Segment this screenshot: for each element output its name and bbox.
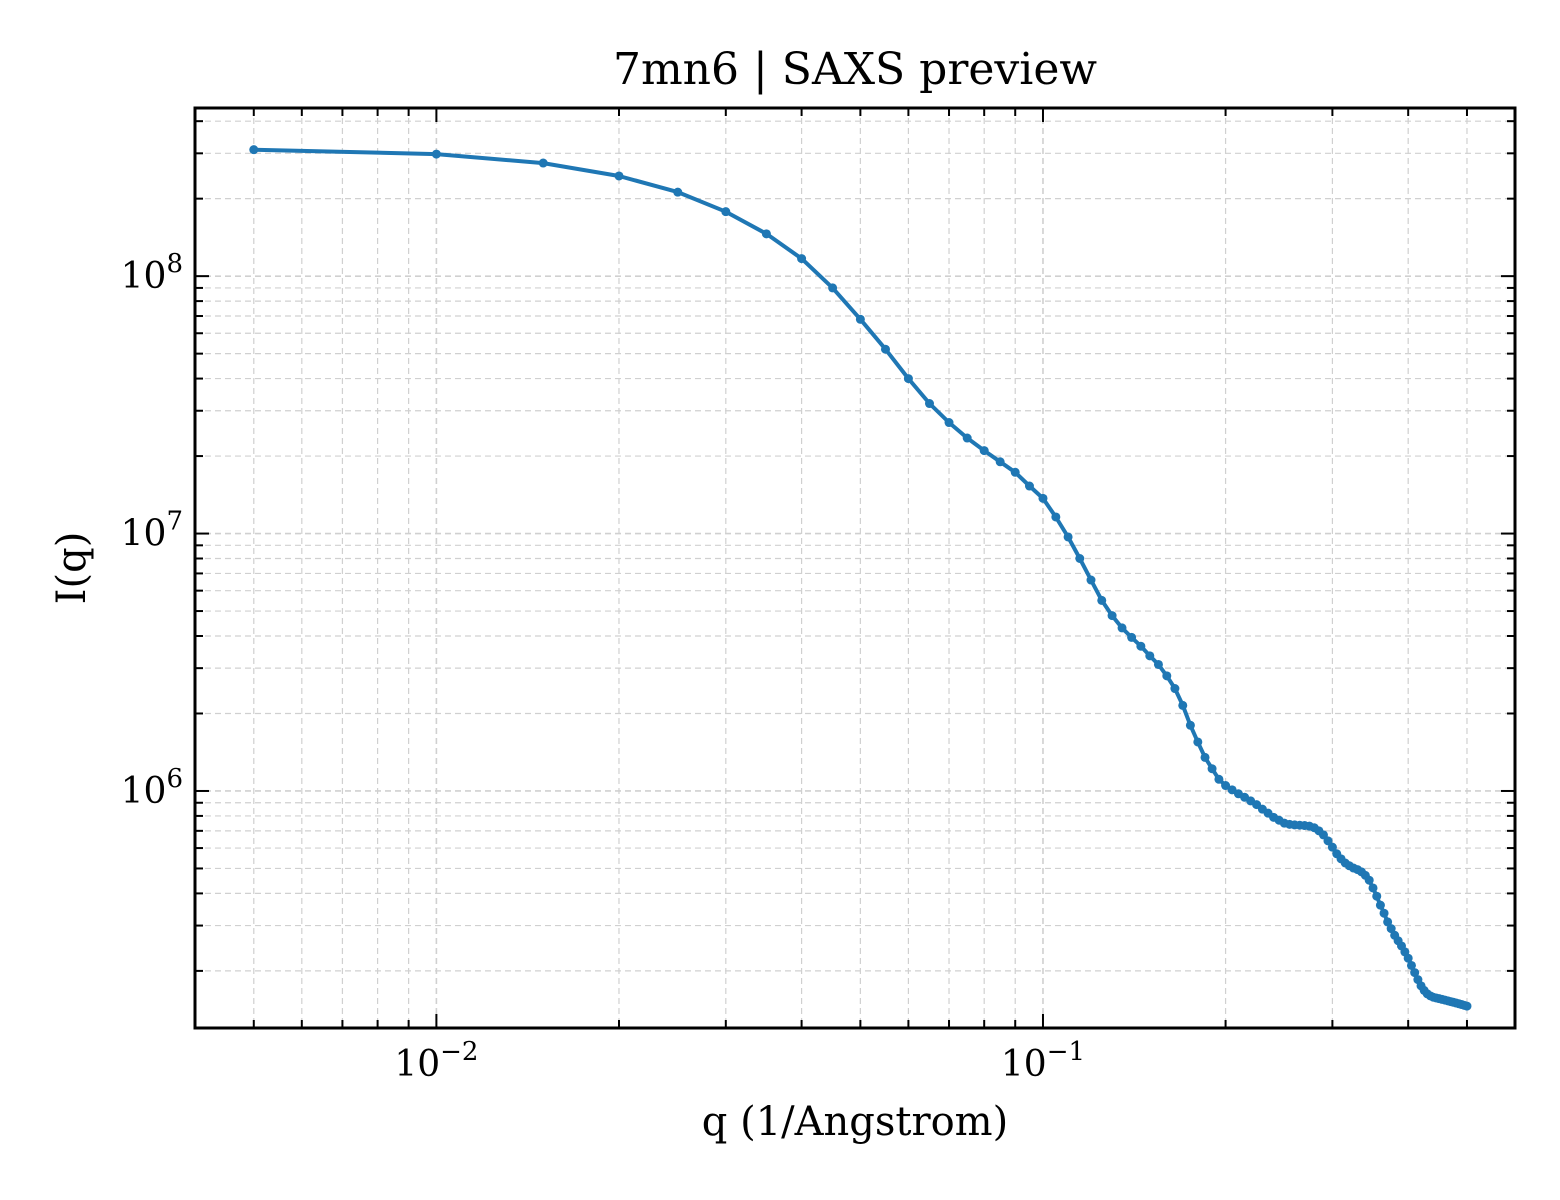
- data-point: [855, 314, 865, 324]
- data-point: [1379, 908, 1389, 918]
- data-point: [1136, 641, 1146, 651]
- data-point: [924, 399, 934, 409]
- data-point: [962, 433, 972, 443]
- data-point: [1386, 924, 1396, 934]
- tick-labels: 10−2 10−1 106 107 108: [121, 249, 1085, 1085]
- data-point: [1214, 774, 1224, 784]
- data-point: [1368, 883, 1378, 893]
- x-axis-label: q (1/Angstrom): [702, 1099, 1008, 1145]
- data-point: [1038, 493, 1048, 503]
- data-point: [1372, 891, 1382, 901]
- data-point: [1178, 700, 1188, 710]
- data-point: [1383, 917, 1393, 927]
- data-point: [1086, 575, 1096, 585]
- y-tick-label: 106: [121, 764, 183, 812]
- chart-title: 7mn6 | SAXS preview: [613, 44, 1097, 95]
- data-point: [761, 229, 771, 239]
- data-point: [249, 145, 259, 155]
- x-tick-label: 10−1: [1001, 1037, 1085, 1085]
- data-point: [1375, 900, 1385, 910]
- data-point: [1327, 842, 1337, 852]
- data-point: [431, 149, 441, 159]
- data-point: [797, 254, 807, 264]
- data-point: [1162, 671, 1172, 681]
- data-point: [1153, 659, 1163, 669]
- data-point: [1127, 632, 1137, 642]
- data-point: [1403, 953, 1413, 963]
- data-point: [1145, 651, 1155, 661]
- data-point: [979, 446, 989, 456]
- data-point: [1117, 623, 1127, 633]
- y-axis-label: I(q): [49, 532, 95, 605]
- data-point: [1051, 512, 1061, 522]
- data-point: [538, 158, 548, 168]
- data-point: [1063, 532, 1073, 542]
- data-point: [614, 171, 624, 181]
- data-point: [1075, 554, 1085, 564]
- plot-frame: [193, 106, 1517, 1030]
- x-tick-label: 10−2: [394, 1037, 478, 1085]
- data-point: [721, 207, 731, 217]
- data-point: [1364, 875, 1374, 885]
- axis-ticks: [194, 108, 1515, 1028]
- data-point: [1193, 737, 1203, 747]
- data-point: [1010, 467, 1020, 477]
- data-point: [1097, 595, 1107, 605]
- grid: [194, 108, 1515, 1028]
- y-tick-label: 107: [121, 507, 183, 555]
- data-point: [1200, 752, 1210, 762]
- data-point: [1185, 720, 1195, 730]
- data-point: [828, 283, 838, 293]
- data-point: [880, 344, 890, 354]
- data-point: [1107, 611, 1117, 621]
- data-point: [673, 187, 683, 197]
- data-point: [1410, 968, 1420, 978]
- data-point: [1024, 481, 1034, 491]
- data-layer: [249, 145, 1472, 1011]
- data-point: [944, 418, 954, 428]
- y-tick-label: 108: [121, 249, 183, 297]
- data-point: [1170, 684, 1180, 694]
- data-point: [1323, 836, 1333, 846]
- data-point: [1462, 1001, 1472, 1011]
- data-point: [903, 374, 913, 384]
- data-point: [1221, 781, 1231, 791]
- data-point: [995, 457, 1005, 467]
- data-point: [1406, 960, 1416, 970]
- data-point: [1207, 764, 1217, 774]
